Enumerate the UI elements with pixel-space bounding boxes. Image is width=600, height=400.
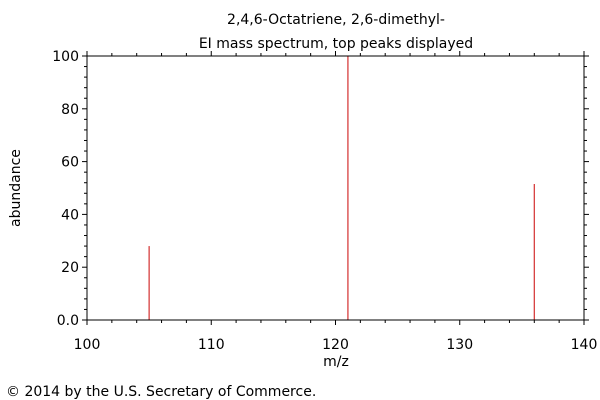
x-tick-label: 110 xyxy=(198,337,225,353)
x-tick-label: 100 xyxy=(74,337,101,353)
chart-title: 2,4,6-Octatriene, 2,6-dimethyl- xyxy=(227,12,445,28)
copyright-notice: © 2014 by the U.S. Secretary of Commerce… xyxy=(6,384,316,400)
x-tick-label: 140 xyxy=(571,337,598,353)
chart-subtitle: EI mass spectrum, top peaks displayed xyxy=(199,36,473,52)
y-tick-label: 60 xyxy=(61,155,79,171)
y-tick-label: 20 xyxy=(61,260,79,276)
y-tick-label: 100 xyxy=(52,49,79,65)
x-tick-label: 120 xyxy=(322,337,349,353)
y-tick-label: 0.0 xyxy=(57,313,79,329)
plot-frame xyxy=(86,55,585,321)
y-axis-label: abundance xyxy=(8,149,24,227)
x-tick-label: 130 xyxy=(446,337,473,353)
y-tick-label: 40 xyxy=(61,207,79,223)
x-axis-label: m/z xyxy=(323,354,349,370)
y-tick-label: 80 xyxy=(61,102,79,118)
